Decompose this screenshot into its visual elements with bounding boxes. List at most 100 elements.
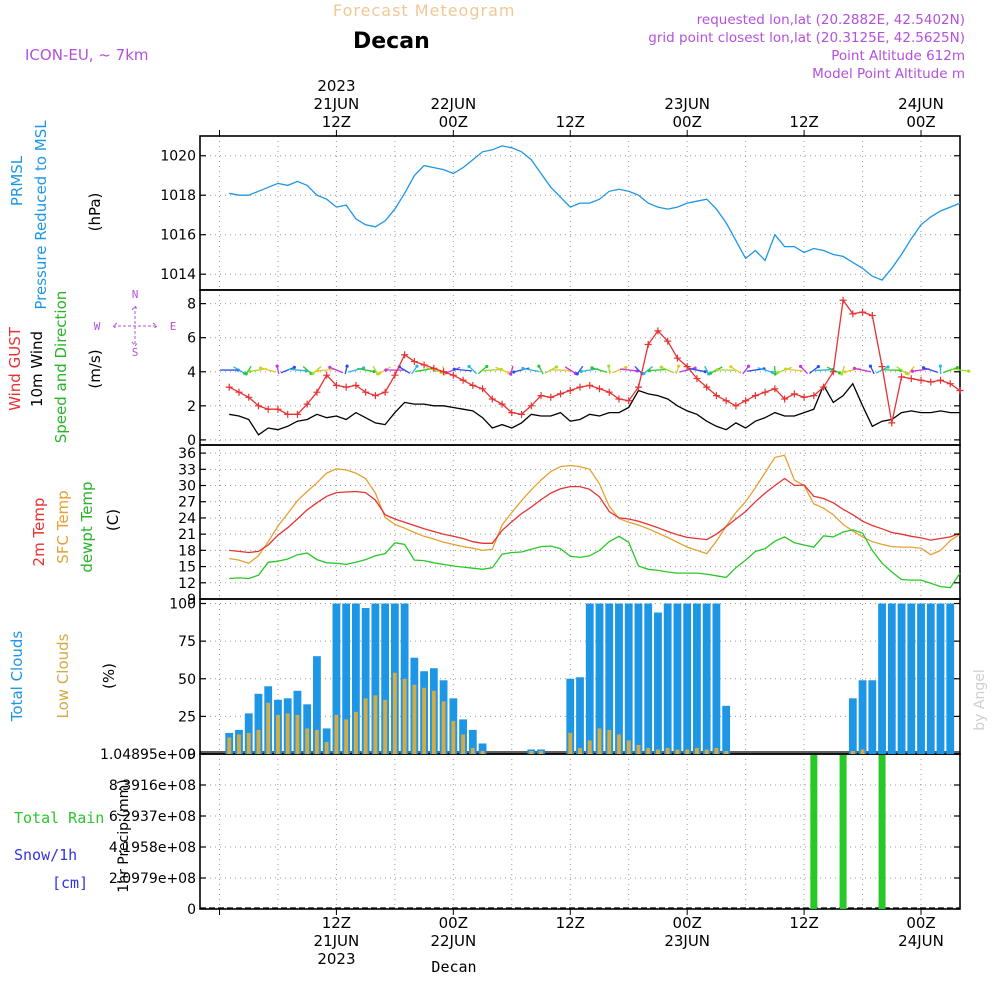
wind-arrow-head [248,369,252,374]
top-time-label: 24JUN [898,95,944,113]
watermark: by Angel [972,669,988,730]
gust-marker [401,351,409,359]
wind-arrow-head [384,368,388,372]
gust-marker [664,337,672,345]
gust-marker [927,378,935,386]
total-cloud-bar [313,656,321,754]
requested-coords: requested lon,lat (20.2882E, 42.5402N) [697,12,965,28]
gust-marker [352,381,360,389]
gust-marker [859,308,867,316]
wind-arrow-head [955,365,959,370]
location-title: Decan [353,29,430,54]
gust-line [228,298,961,424]
gust-marker [595,385,603,393]
compass-east: E [170,320,177,333]
meteogram-title: Forecast Meteogram [333,1,515,20]
gust-marker [683,363,691,371]
gust-marker [937,376,945,384]
gust-marker [371,392,379,400]
low-cloud-bar [704,749,709,754]
wind-arrow-head [377,371,382,375]
gust-marker [703,383,711,391]
wind-arrow-head [703,370,707,374]
wind-direction-arrow [730,366,742,374]
direction-label: Speed and Direction [52,291,70,444]
y-tick-label: 36 [178,446,196,462]
wind-direction-arrow [477,366,488,375]
y-tick-label: 8.3916e+08 [109,778,196,794]
total-cloud-bar [468,729,477,754]
total-cloud-bar [634,603,643,754]
y-tick-label: 1020 [160,149,196,165]
wind-arrow-head [798,364,803,368]
gust-marker [479,385,487,393]
wind-arrow-head [521,366,525,371]
y-tick-label: 1.04895e+09 [100,747,196,763]
wind-arrow-head [677,364,681,368]
low-cloud-bar [617,734,621,754]
low-cloud-bar [626,740,631,754]
wind-arrow-head [509,372,513,376]
wind-arrow-head [316,369,320,373]
pressure-desc-label: Pressure Reduced to MSL [32,120,50,310]
y-tick-label: 8 [187,297,196,313]
gust-marker [810,392,818,400]
gust-marker [332,381,340,389]
wind-arrow-head [746,364,751,368]
model-point-altitude: Model Point Altitude m [812,66,965,82]
wind-arrow-head [784,367,788,371]
gust-marker [449,371,457,379]
y-tick-label: 27 [178,495,196,511]
wind-arrow-head [575,372,579,376]
wind-arrow-head [906,372,910,376]
wind-arrow-head [886,365,890,369]
gust-marker [537,392,545,400]
wind-arrow-head [607,364,611,368]
rain-bar [878,755,886,909]
wind-direction-arrow [317,368,336,372]
bottom-time-label: 22JUN [430,932,476,950]
total-cloud-bar [332,603,341,754]
axis-layer: 1014101610181020024689121518212427303336… [100,77,960,968]
low-cloud-bar [441,701,446,754]
wind-direction-arrow [942,366,958,374]
wind-direction-arrow [907,365,915,375]
y-tick-label: 0 [187,902,196,918]
y-tick-label: 1018 [160,188,196,204]
wind-arrow-head [328,365,332,369]
wind-direction-arrow [398,366,411,374]
gust-marker [654,327,662,335]
total-cloud-bar [712,603,721,754]
bottom-time-label: 00Z [906,914,935,932]
total-cloud-bar [605,603,614,754]
y-tick-label: 1014 [160,267,196,283]
gust-marker [410,358,418,366]
low-cloud-bar [694,747,699,754]
low-cloud-bar [392,672,397,754]
footer-location: Decan [431,958,476,976]
wind-arrow-head [362,366,366,370]
low-cloud-bar [276,714,280,754]
gust-marker [440,368,448,376]
wind-arrow-head [452,367,456,371]
y-tick-label: 18 [178,543,196,559]
y-tick-label: 12 [178,576,196,592]
gust-marker [508,409,516,417]
wind-arrow-head [372,369,376,374]
gust-marker [293,410,301,418]
total-cloud-bar [254,693,263,754]
grid-point-coords: grid point closest lon,lat (20.3125E, 42… [648,30,965,46]
bottom-time-label: 24JUN [898,932,944,950]
gust-marker [557,390,565,398]
top-time-label: 21JUN [314,95,360,113]
bottom-time-label: 23JUN [664,932,710,950]
pressure-line [229,145,961,281]
low-cloud-bar [665,747,670,754]
gust-marker [946,380,954,388]
low-cloud-bar [529,750,534,754]
bottom-time-label: 00Z [439,914,468,932]
wind-arrow-head [467,364,471,369]
wind-arrow-head [590,366,594,370]
wind-direction-arrow [468,365,478,375]
wind-direction-arrow [280,366,295,374]
